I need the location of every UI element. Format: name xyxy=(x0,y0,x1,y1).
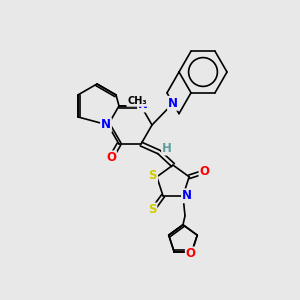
Text: CH₃: CH₃ xyxy=(127,96,147,106)
Text: H: H xyxy=(162,142,172,154)
Text: N: N xyxy=(168,97,178,110)
Text: N: N xyxy=(138,98,148,111)
Text: O: O xyxy=(200,165,209,178)
Text: S: S xyxy=(148,203,156,216)
Text: O: O xyxy=(186,248,196,260)
Text: N: N xyxy=(182,189,192,202)
Text: S: S xyxy=(148,169,157,182)
Text: O: O xyxy=(106,152,116,164)
Text: N: N xyxy=(101,118,111,131)
